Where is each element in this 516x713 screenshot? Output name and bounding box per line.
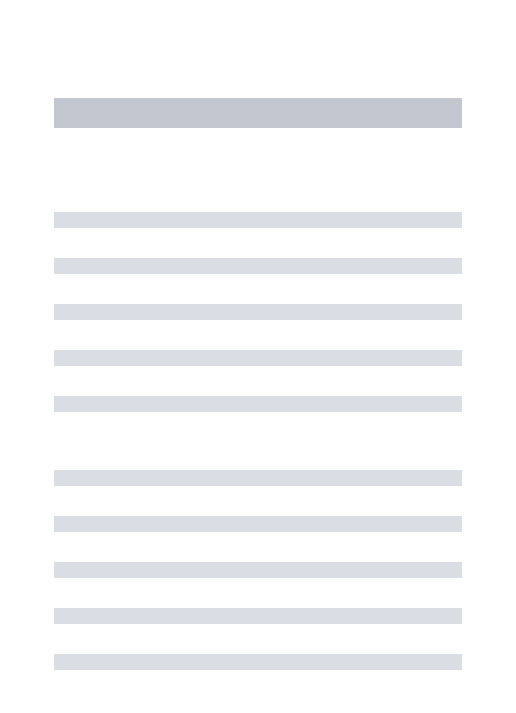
text-line-placeholder: [54, 470, 462, 486]
text-line-placeholder: [54, 396, 462, 412]
text-line-placeholder: [54, 608, 462, 624]
text-line-placeholder: [54, 516, 462, 532]
section-gap: [54, 442, 462, 470]
text-line-placeholder: [54, 350, 462, 366]
text-line-placeholder: [54, 304, 462, 320]
content-group-1: [54, 212, 462, 412]
text-line-placeholder: [54, 258, 462, 274]
header-placeholder-bar: [54, 98, 462, 128]
text-line-placeholder: [54, 562, 462, 578]
content-group-2: [54, 470, 462, 670]
text-line-placeholder: [54, 212, 462, 228]
text-line-placeholder: [54, 654, 462, 670]
